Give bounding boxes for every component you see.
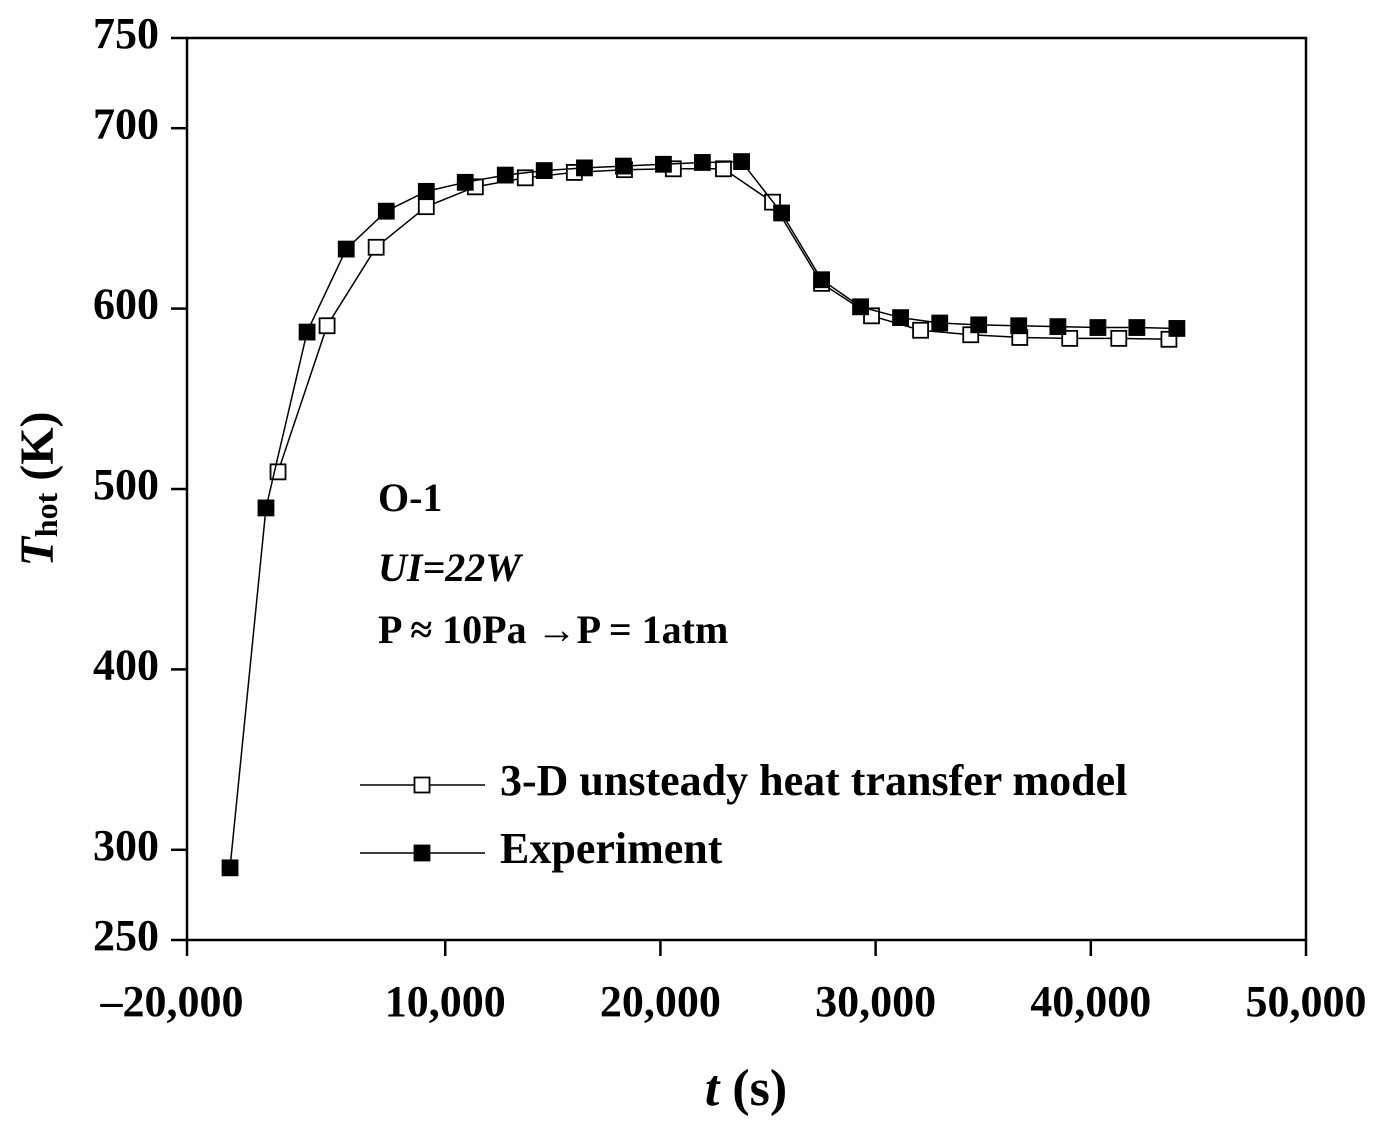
annotation: UI=22W <box>378 545 523 590</box>
marker <box>892 309 909 327</box>
marker <box>298 323 316 341</box>
marker <box>733 153 750 170</box>
series-line <box>277 168 1169 473</box>
legend-label: 3-D unsteady heat transfer model <box>500 756 1127 805</box>
marker <box>417 198 435 216</box>
marker <box>773 204 790 222</box>
marker <box>413 776 431 794</box>
y-tick-label: 600 <box>93 280 159 329</box>
marker <box>970 316 988 334</box>
marker <box>1089 319 1107 336</box>
x-tick-label: 40,000 <box>1030 977 1151 1026</box>
y-tick-label: 750 <box>93 9 159 58</box>
marker <box>1010 317 1028 335</box>
x-label-unit: (s) <box>719 1060 787 1117</box>
marker <box>1049 318 1067 336</box>
y-label-unit: (K) <box>11 411 64 492</box>
y-label-sub: hot <box>28 492 64 537</box>
y-tick-label: 400 <box>93 640 159 689</box>
marker <box>931 314 949 332</box>
y-tick-label: 500 <box>93 460 159 509</box>
marker <box>715 160 732 178</box>
marker <box>496 166 514 184</box>
marker <box>367 238 385 256</box>
annotation: P ≈ 10Pa →P = 1atm <box>378 607 728 652</box>
x-label: t <box>705 1060 721 1117</box>
annotation: O-1 <box>378 475 442 520</box>
marker <box>1110 329 1128 347</box>
marker <box>413 844 431 862</box>
marker <box>912 321 929 339</box>
marker <box>693 154 711 171</box>
x-tick-label: 30,000 <box>815 977 936 1026</box>
marker <box>257 499 275 517</box>
marker <box>852 298 869 316</box>
y-tick-label: 300 <box>93 821 159 870</box>
y-tick-label: 700 <box>93 99 159 148</box>
marker <box>576 159 593 177</box>
y-tick-label: 250 <box>93 911 159 960</box>
marker <box>377 202 395 220</box>
x-tick-label: 10,000 <box>385 977 506 1026</box>
marker <box>1128 319 1146 336</box>
marker <box>417 182 435 200</box>
marker <box>535 162 553 179</box>
marker <box>516 169 534 187</box>
x-axis-label: t (s) <box>705 1060 787 1117</box>
marker <box>1168 320 1186 337</box>
marker <box>655 155 672 173</box>
legend-label: Experiment <box>500 824 723 873</box>
marker <box>456 173 474 191</box>
x-tick-label: 50,000 <box>1246 977 1367 1026</box>
marker <box>221 859 239 877</box>
marker <box>813 271 831 289</box>
marker <box>615 157 632 175</box>
marker <box>337 240 355 258</box>
marker <box>318 317 336 335</box>
y-axis-label: Thot (K) <box>11 411 64 566</box>
y-label: T <box>11 536 64 567</box>
x-tick-label: –20,000 <box>100 977 244 1026</box>
x-tick-label: 20,000 <box>600 977 721 1026</box>
